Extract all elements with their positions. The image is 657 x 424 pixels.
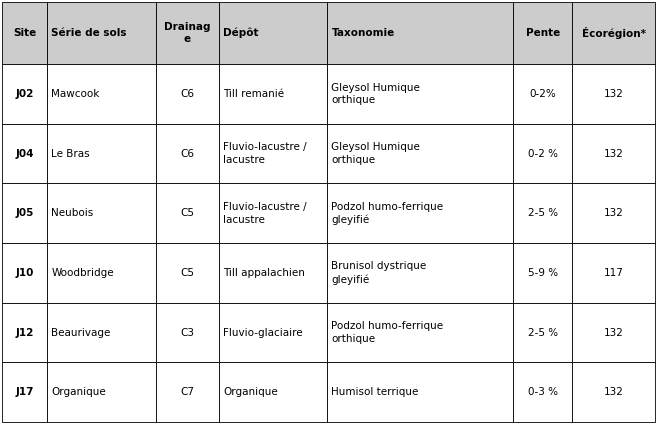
Text: Gleysol Humique
orthique: Gleysol Humique orthique <box>331 142 420 165</box>
Bar <box>219 64 327 124</box>
Bar <box>47 64 156 124</box>
Text: Drainag
e: Drainag e <box>164 22 211 45</box>
Text: C5: C5 <box>181 268 194 278</box>
Bar <box>219 124 327 184</box>
Bar <box>156 303 219 363</box>
Text: 117: 117 <box>604 268 623 278</box>
Text: Podzol humo-ferrique
orthique: Podzol humo-ferrique orthique <box>331 321 443 344</box>
Bar <box>219 243 327 303</box>
Bar <box>513 243 572 303</box>
Text: Dépôt: Dépôt <box>223 28 258 38</box>
Bar <box>219 363 327 422</box>
Bar <box>47 124 156 184</box>
Text: Organique: Organique <box>223 387 278 397</box>
Text: C6: C6 <box>181 149 194 159</box>
Bar <box>2 243 47 303</box>
Bar <box>47 184 156 243</box>
Text: C5: C5 <box>181 208 194 218</box>
Bar <box>156 243 219 303</box>
Text: Woodbridge: Woodbridge <box>51 268 114 278</box>
Text: J04: J04 <box>16 149 34 159</box>
Text: J05: J05 <box>16 208 34 218</box>
Text: 5-9 %: 5-9 % <box>528 268 558 278</box>
Bar <box>156 184 219 243</box>
Bar <box>219 2 327 64</box>
Bar <box>513 2 572 64</box>
Text: Le Bras: Le Bras <box>51 149 90 159</box>
Bar <box>47 243 156 303</box>
Bar <box>2 303 47 363</box>
Bar <box>327 243 513 303</box>
Bar <box>572 124 655 184</box>
Bar <box>2 184 47 243</box>
Text: J10: J10 <box>16 268 34 278</box>
Bar <box>2 363 47 422</box>
Bar <box>156 2 219 64</box>
Bar <box>47 303 156 363</box>
Text: 0-2 %: 0-2 % <box>528 149 558 159</box>
Text: J12: J12 <box>16 327 34 338</box>
Text: Podzol humo-ferrique
gleyifié: Podzol humo-ferrique gleyifié <box>331 201 443 225</box>
Text: 132: 132 <box>604 208 623 218</box>
Bar <box>513 303 572 363</box>
Bar <box>572 363 655 422</box>
Bar <box>327 184 513 243</box>
Bar <box>2 64 47 124</box>
Text: Pente: Pente <box>526 28 560 38</box>
Text: Humisol terrique: Humisol terrique <box>331 387 419 397</box>
Text: Gleysol Humique
orthique: Gleysol Humique orthique <box>331 83 420 106</box>
Text: C6: C6 <box>181 89 194 99</box>
Text: 0-2%: 0-2% <box>530 89 556 99</box>
Text: Fluvio-lacustre /
lacustre: Fluvio-lacustre / lacustre <box>223 202 307 225</box>
Text: 132: 132 <box>604 89 623 99</box>
Bar <box>513 124 572 184</box>
Text: Fluvio-glaciaire: Fluvio-glaciaire <box>223 327 303 338</box>
Text: Mawcook: Mawcook <box>51 89 100 99</box>
Text: Site: Site <box>13 28 36 38</box>
Bar <box>327 2 513 64</box>
Text: 132: 132 <box>604 149 623 159</box>
Text: Écorégion*: Écorégion* <box>581 27 646 39</box>
Text: C7: C7 <box>181 387 194 397</box>
Bar <box>572 303 655 363</box>
Bar <box>219 303 327 363</box>
Bar <box>513 184 572 243</box>
Bar <box>327 303 513 363</box>
Bar <box>513 363 572 422</box>
Text: 0-3 %: 0-3 % <box>528 387 558 397</box>
Text: 132: 132 <box>604 327 623 338</box>
Text: Taxonomie: Taxonomie <box>331 28 395 38</box>
Text: 2-5 %: 2-5 % <box>528 327 558 338</box>
Text: Neubois: Neubois <box>51 208 94 218</box>
Text: 2-5 %: 2-5 % <box>528 208 558 218</box>
Bar <box>327 124 513 184</box>
Bar <box>572 184 655 243</box>
Text: Till appalachien: Till appalachien <box>223 268 305 278</box>
Bar <box>572 243 655 303</box>
Bar <box>156 124 219 184</box>
Text: J17: J17 <box>16 387 34 397</box>
Text: J02: J02 <box>16 89 34 99</box>
Bar <box>47 363 156 422</box>
Text: Organique: Organique <box>51 387 106 397</box>
Bar <box>572 64 655 124</box>
Text: Fluvio-lacustre /
lacustre: Fluvio-lacustre / lacustre <box>223 142 307 165</box>
Bar <box>572 2 655 64</box>
Bar <box>156 64 219 124</box>
Text: Série de sols: Série de sols <box>51 28 127 38</box>
Text: Brunisol dystrique
gleyifié: Brunisol dystrique gleyifié <box>331 261 426 285</box>
Bar <box>219 184 327 243</box>
Bar <box>327 64 513 124</box>
Bar <box>47 2 156 64</box>
Text: Till remanié: Till remanié <box>223 89 284 99</box>
Bar <box>2 2 47 64</box>
Bar <box>513 64 572 124</box>
Text: C3: C3 <box>181 327 194 338</box>
Text: 132: 132 <box>604 387 623 397</box>
Bar <box>327 363 513 422</box>
Bar <box>2 124 47 184</box>
Text: Beaurivage: Beaurivage <box>51 327 111 338</box>
Bar <box>156 363 219 422</box>
